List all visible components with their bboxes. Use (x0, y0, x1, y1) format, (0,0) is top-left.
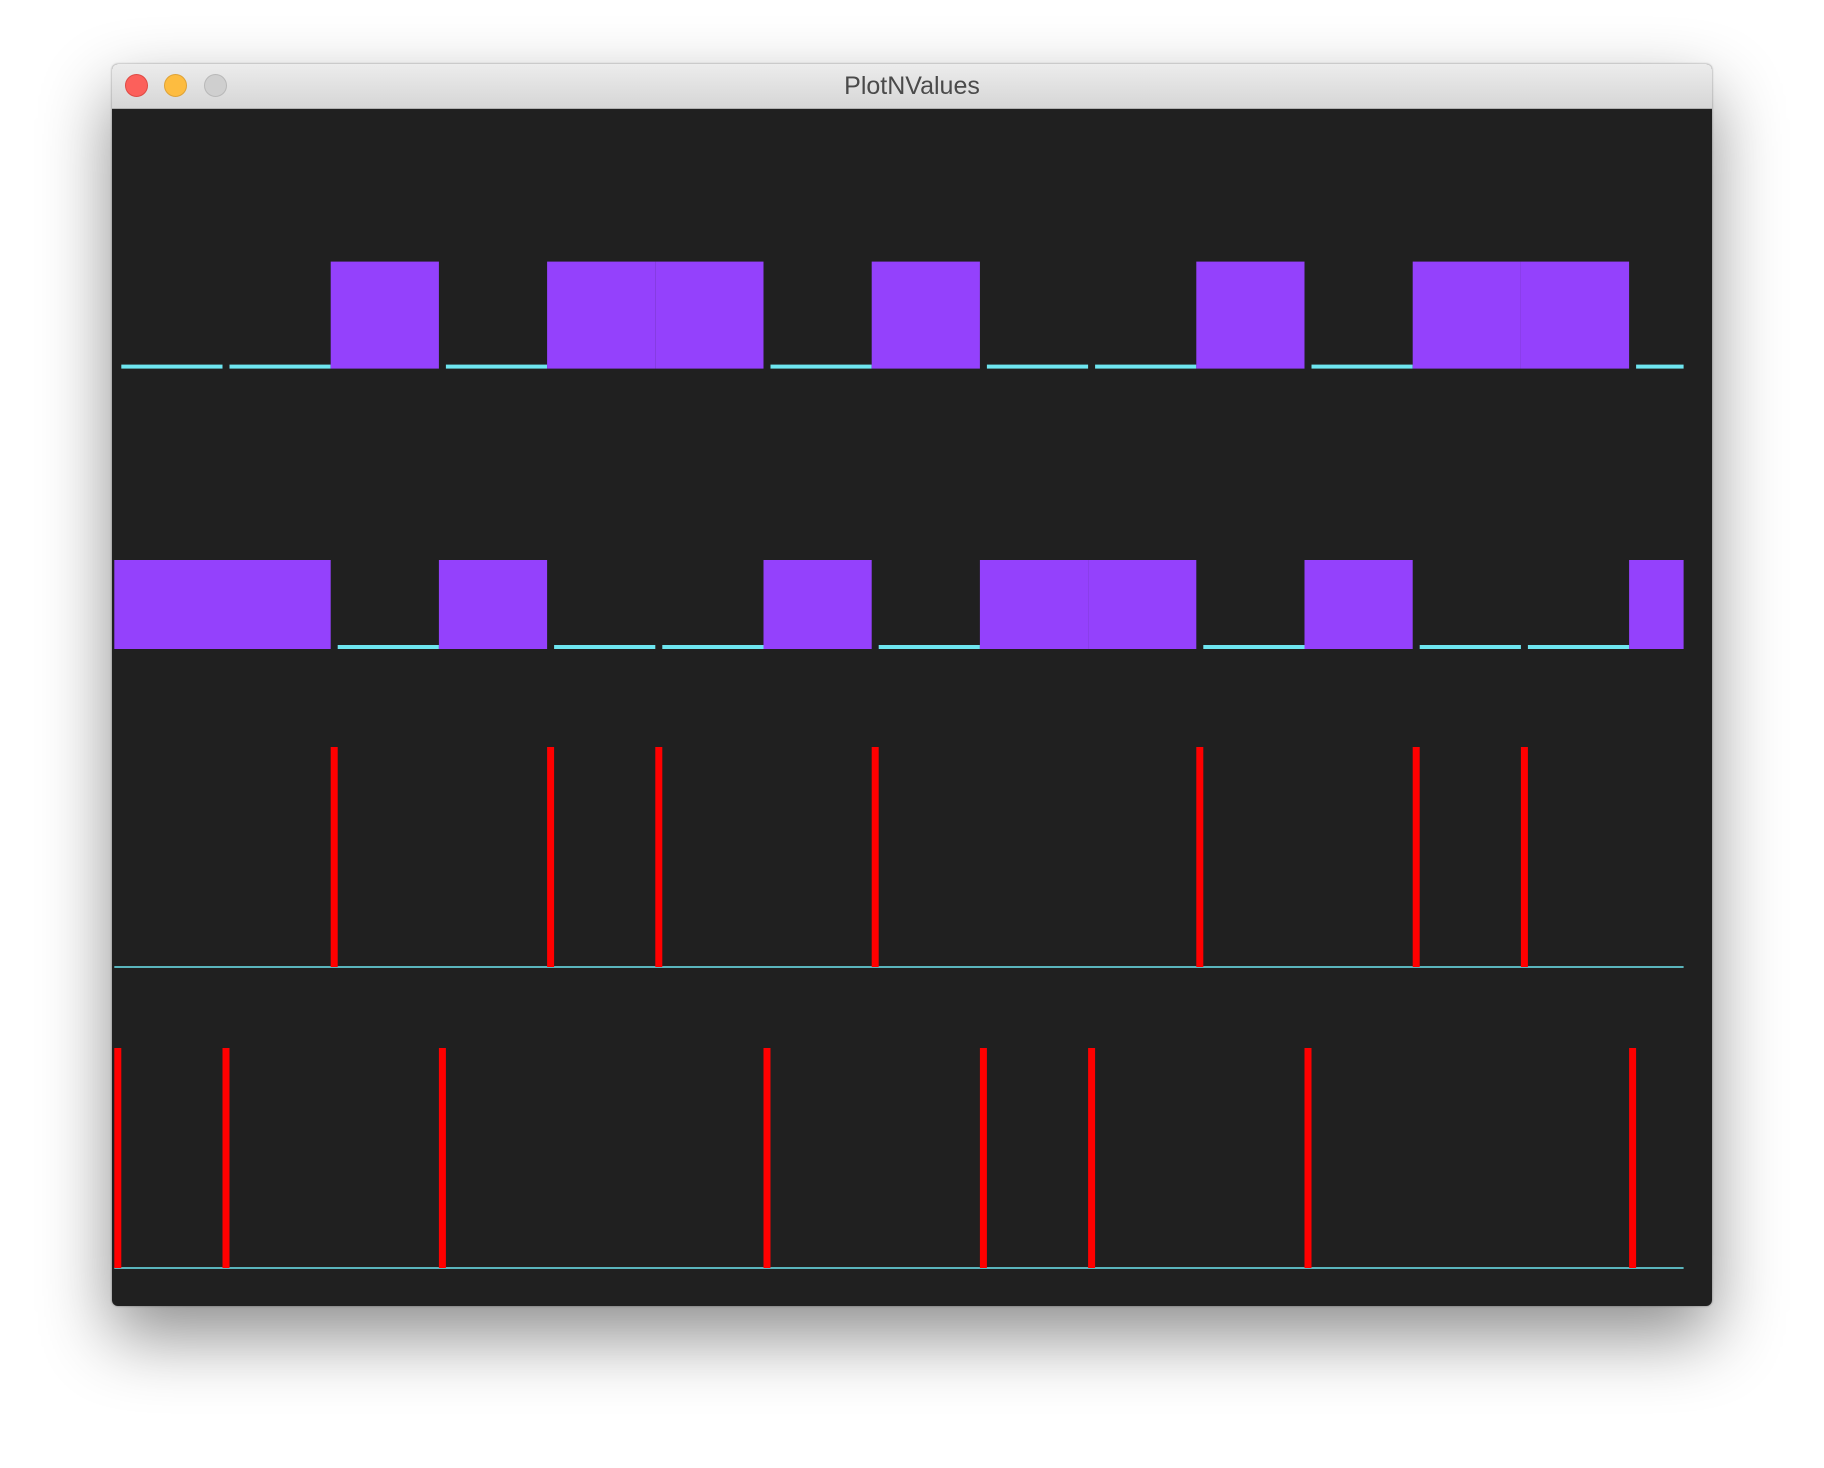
signal-low (1527, 645, 1630, 649)
signal-high (1088, 560, 1197, 649)
impulse (438, 1048, 446, 1268)
signal-high (1412, 261, 1521, 369)
signal-high (1629, 560, 1684, 649)
signal-low (445, 364, 548, 369)
signal-low (229, 364, 331, 369)
close-button[interactable] (125, 74, 148, 97)
app-window: PlotNValues (112, 64, 1712, 1306)
signal-high (1520, 261, 1630, 369)
signal-low (1095, 364, 1197, 369)
impulse (1304, 1048, 1312, 1268)
signal-low (554, 645, 656, 649)
signal-low (337, 645, 439, 649)
plot-area (114, 261, 1684, 1269)
impulse (871, 747, 879, 967)
signal-high (547, 261, 656, 369)
signal-high (1196, 261, 1305, 369)
impulse (114, 1048, 122, 1268)
signal-low (121, 364, 223, 369)
impulse (1412, 747, 1420, 967)
signal-high (871, 261, 980, 369)
impulse (1520, 747, 1528, 967)
signal-low (662, 645, 764, 649)
impulse (222, 1048, 230, 1268)
signal-high (330, 261, 439, 369)
signal-low (1203, 645, 1305, 649)
signal-high (222, 560, 331, 649)
signal-low (770, 364, 872, 369)
signal-low (986, 364, 1089, 369)
signal-high (763, 560, 872, 649)
signal-high (1304, 560, 1413, 649)
signal-low (878, 645, 980, 649)
zoom-button[interactable] (204, 74, 227, 97)
minimize-button[interactable] (164, 74, 187, 97)
impulse (330, 747, 338, 967)
impulse (1629, 1048, 1637, 1268)
signal-low (1636, 364, 1684, 369)
signal-low (1419, 645, 1521, 649)
impulse (1196, 747, 1204, 967)
title-bar: PlotNValues (112, 64, 1712, 109)
impulse (1088, 1048, 1096, 1268)
signal-high (438, 560, 548, 649)
signal-low (1311, 364, 1413, 369)
impulse (547, 747, 555, 967)
signal-high (114, 560, 223, 649)
impulse (979, 1048, 987, 1268)
impulse (655, 747, 663, 967)
impulse (763, 1048, 771, 1268)
window-title: PlotNValues (844, 72, 980, 100)
signal-high (979, 560, 1089, 649)
signal-high (655, 261, 764, 369)
